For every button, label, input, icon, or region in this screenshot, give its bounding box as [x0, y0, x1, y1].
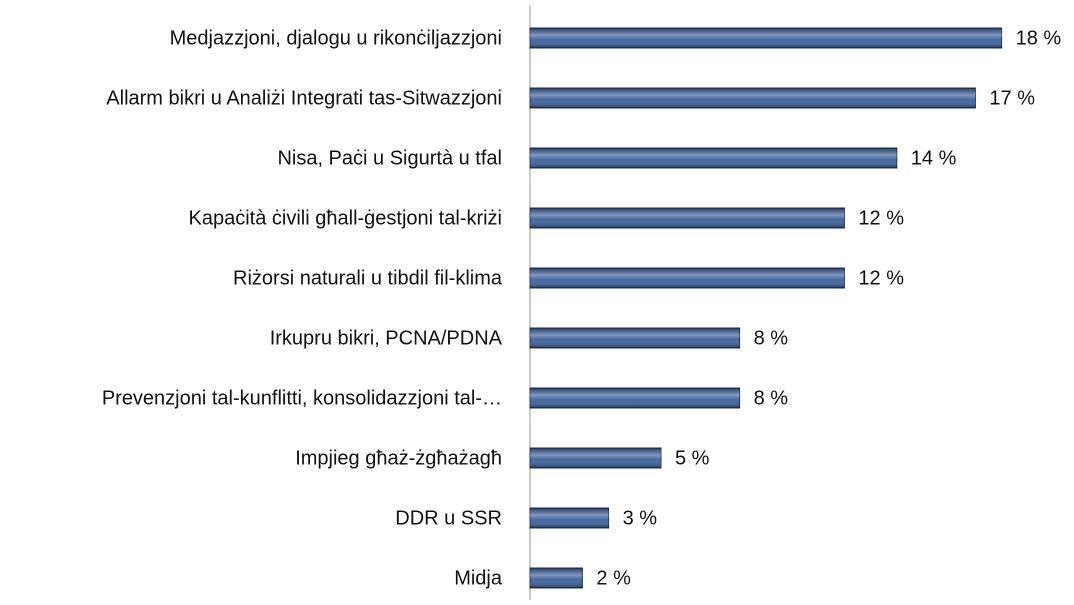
bar-shine [530, 88, 976, 108]
value-label: 18 % [1016, 27, 1062, 49]
bar-shine [530, 28, 1002, 48]
category-label: DDR u SSR [395, 507, 502, 529]
value-label: 12 % [858, 207, 904, 229]
category-label: Midja [454, 567, 503, 589]
category-label: Impjieg għaż-żgħażagħ [295, 447, 502, 469]
value-label: 5 % [675, 447, 710, 469]
value-label: 2 % [596, 567, 631, 589]
category-label: Kapaċità ċivili għall-ġestjoni tal-kriżi [189, 207, 502, 229]
value-label: 3 % [623, 507, 658, 529]
value-label: 14 % [911, 147, 957, 169]
bar-shine [530, 448, 661, 468]
category-label: Allarm bikri u Analiżi Integrati tas-Sit… [106, 87, 502, 109]
bar-shine [530, 268, 845, 288]
category-label: Irkupru bikri, PCNA/PDNA [270, 327, 503, 349]
bar-shine [530, 328, 740, 348]
bar-shine [530, 388, 740, 408]
bar-shine [530, 568, 583, 588]
value-label: 12 % [858, 267, 904, 289]
bar-shine [530, 508, 609, 528]
value-label: 17 % [989, 87, 1035, 109]
category-label: Prevenzjoni tal-kunflitti, konsolidazzjo… [102, 387, 502, 409]
value-label: 8 % [754, 327, 789, 349]
value-label: 8 % [754, 387, 789, 409]
category-label: Nisa, Paċi u Sigurtà u tfal [277, 147, 502, 169]
bar-shine [530, 148, 897, 168]
bar-shine [530, 208, 845, 228]
category-label: Medjazzjoni, djalogu u rikonċiljazzjoni [170, 27, 502, 49]
category-label: Riżorsi naturali u tibdil fil-klima [233, 267, 503, 289]
